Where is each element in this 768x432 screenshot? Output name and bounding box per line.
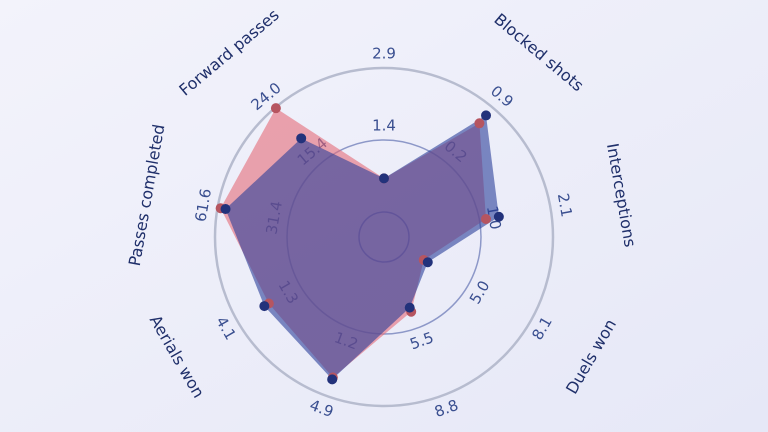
data-point xyxy=(220,204,231,215)
data-point xyxy=(296,133,307,144)
data-point xyxy=(404,302,415,313)
tick-label: 1.4 xyxy=(372,117,396,135)
data-point xyxy=(493,211,504,222)
data-point xyxy=(474,118,485,129)
data-point xyxy=(270,103,281,114)
data-point xyxy=(259,301,270,312)
tick-label: 61.6 xyxy=(192,187,216,223)
data-point xyxy=(327,374,338,385)
data-point xyxy=(379,173,389,184)
outer-ring xyxy=(213,66,555,408)
data-point xyxy=(480,214,491,225)
tick-label: 2.1 xyxy=(554,192,576,219)
tick-label: 2.9 xyxy=(372,45,396,63)
series-area xyxy=(225,115,499,380)
data-point xyxy=(481,110,492,121)
data-point xyxy=(422,257,433,268)
